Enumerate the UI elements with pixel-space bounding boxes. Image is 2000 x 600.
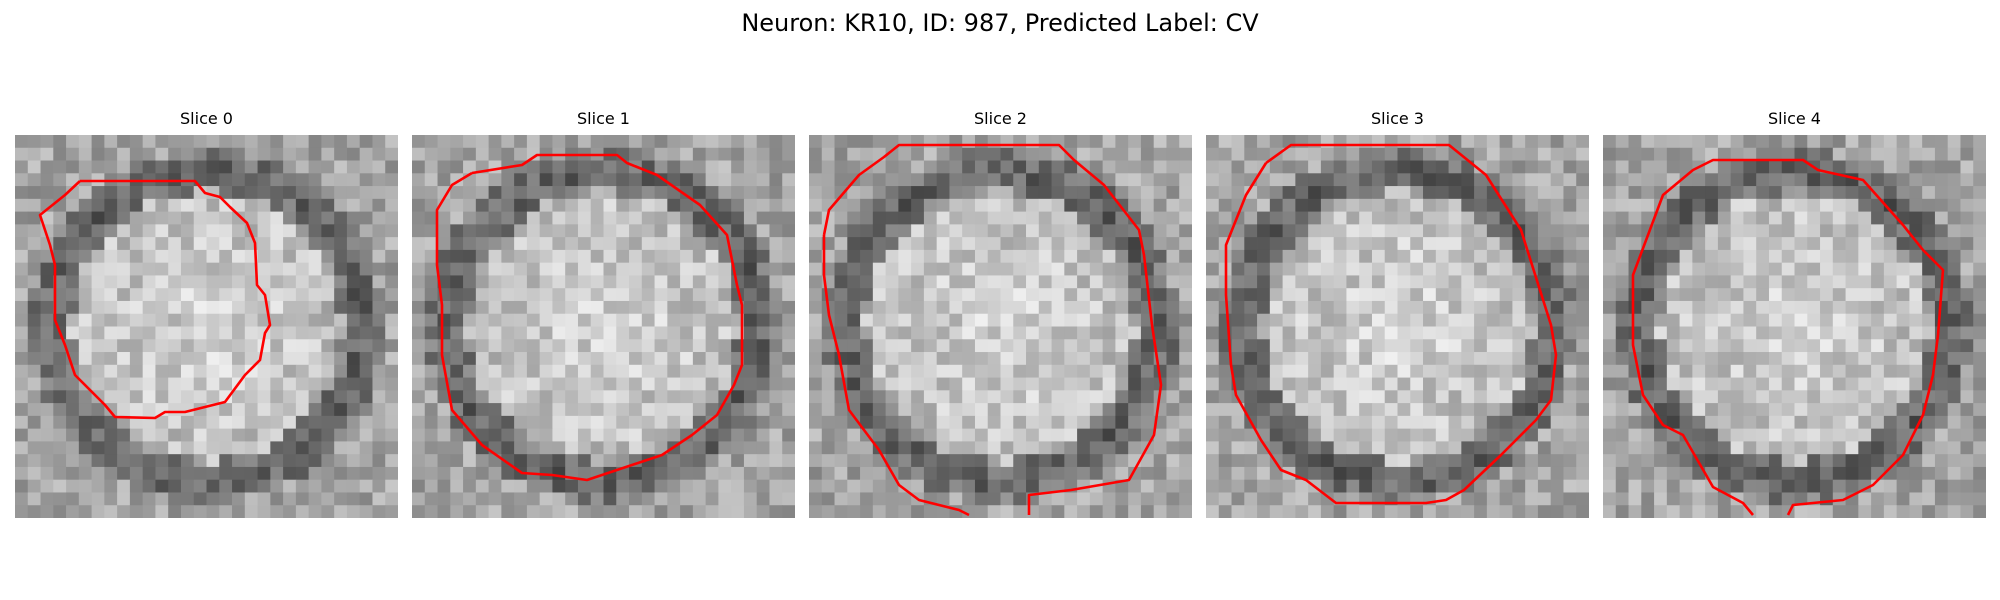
- slice-panel-2: Slice 2: [809, 108, 1192, 520]
- segmentation-contour: [1631, 158, 1945, 516]
- segmentation-contour: [38, 179, 272, 420]
- slice-title: Slice 4: [1768, 109, 1821, 128]
- segmentation-contour: [822, 235, 970, 517]
- segmentation-contour: [822, 143, 1163, 515]
- segmentation-contour: [435, 153, 744, 482]
- slice-panel-1: Slice 1: [412, 108, 795, 520]
- segmentation-contour: [1224, 143, 1558, 505]
- slice-image: [809, 135, 1192, 518]
- slice-title: Slice 1: [577, 109, 630, 128]
- slice-image: [412, 135, 795, 518]
- slice-panel-0: Slice 0: [15, 108, 398, 520]
- slice-title: Slice 2: [974, 109, 1027, 128]
- slice-panel-4: Slice 4: [1603, 108, 1986, 520]
- slice-title: Slice 0: [180, 109, 233, 128]
- slice-image: [15, 135, 398, 518]
- figure-title: Neuron: KR10, ID: 987, Predicted Label: …: [741, 9, 1259, 37]
- slice-image: [1603, 135, 1986, 518]
- slice-panel-3: Slice 3: [1206, 108, 1589, 520]
- slice-image: [1206, 135, 1589, 518]
- slice-title: Slice 3: [1371, 109, 1424, 128]
